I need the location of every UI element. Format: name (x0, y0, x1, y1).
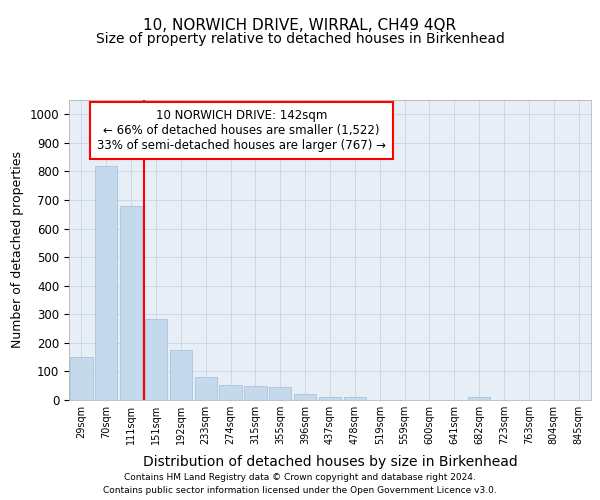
Bar (468, 397, 490, 400)
Bar (294, 394, 316, 400)
Text: Contains HM Land Registry data © Crown copyright and database right 2024.: Contains HM Land Registry data © Crown c… (124, 474, 476, 482)
X-axis label: Distribution of detached houses by size in Birkenhead: Distribution of detached houses by size … (143, 456, 517, 469)
Text: Size of property relative to detached houses in Birkenhead: Size of property relative to detached ho… (95, 32, 505, 46)
Bar (269, 387, 292, 400)
Text: Contains public sector information licensed under the Open Government Licence v3: Contains public sector information licen… (103, 486, 497, 495)
Bar (194, 377, 217, 400)
Bar (95, 166, 118, 400)
Text: 10, NORWICH DRIVE, WIRRAL, CH49 4QR: 10, NORWICH DRIVE, WIRRAL, CH49 4QR (143, 18, 457, 32)
Bar (319, 397, 341, 400)
Bar (70, 357, 92, 400)
Bar (220, 385, 242, 400)
Bar (244, 386, 266, 400)
Bar (120, 206, 142, 400)
Bar (170, 350, 192, 400)
Text: 10 NORWICH DRIVE: 142sqm
← 66% of detached houses are smaller (1,522)
33% of sem: 10 NORWICH DRIVE: 142sqm ← 66% of detach… (97, 109, 386, 152)
Y-axis label: Number of detached properties: Number of detached properties (11, 152, 24, 348)
Bar (145, 318, 167, 400)
Bar (344, 397, 366, 400)
